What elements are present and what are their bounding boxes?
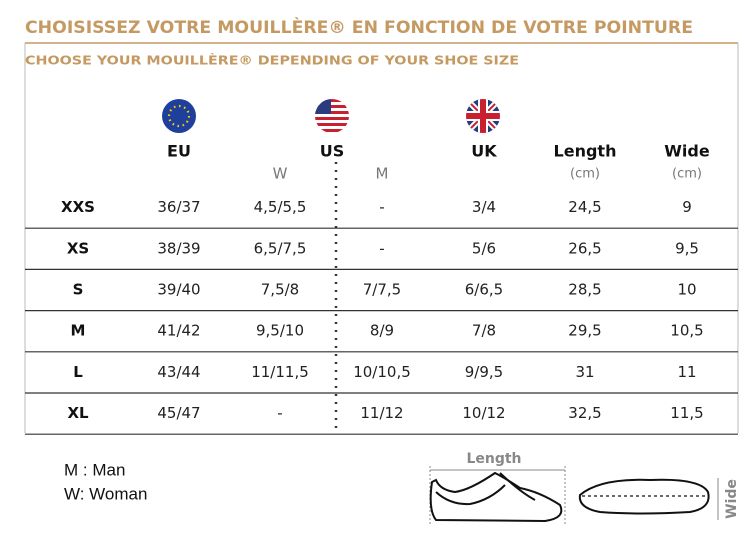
col-wide: Wide <box>664 142 710 161</box>
table-cell: 39/40 <box>157 281 200 299</box>
table-cell: 10/12 <box>462 404 505 422</box>
legend-woman: W: Woman <box>64 484 147 503</box>
table-cell: 38/39 <box>157 239 200 257</box>
table-cell: 9/9,5 <box>465 363 503 381</box>
col-wide-unit: (cm) <box>672 167 702 182</box>
table-cell: 11/12 <box>360 404 403 422</box>
table-cell: 7/7,5 <box>363 281 401 299</box>
col-eu: EU <box>167 142 191 161</box>
table-cell: 3/4 <box>472 198 496 216</box>
table-cell: 36/37 <box>157 198 200 216</box>
size-label: L <box>73 363 83 381</box>
size-label: XS <box>67 239 89 257</box>
col-us: US <box>320 142 345 161</box>
size-label: M <box>71 322 86 340</box>
table-cell: 11,5 <box>670 404 703 422</box>
col-w: W <box>273 165 288 183</box>
size-label: S <box>73 281 84 299</box>
table-cell: 43/44 <box>157 363 200 381</box>
col-m: M <box>376 165 389 183</box>
table-cell: 9,5/10 <box>256 322 304 340</box>
col-uk: UK <box>471 142 497 161</box>
table-cell: 10/10,5 <box>353 363 411 381</box>
table-cell: 10,5 <box>670 322 703 340</box>
table-cell: 28,5 <box>568 281 601 299</box>
table-rows: XXS 36/37 4,5/5,5 - 3/4 24,5 9 XS 38/39 6,5/7,5 - 5… <box>25 198 738 435</box>
table-cell: 7,5/8 <box>261 281 299 299</box>
subtitle: CHOOSE YOUR MOUILLÈRE® DEPENDING OF YOUR… <box>25 53 519 68</box>
legend-man: M : Man <box>64 460 125 479</box>
table-cell: 31 <box>575 363 594 381</box>
uk-flag <box>466 99 500 133</box>
table-cell: 45/47 <box>157 404 200 422</box>
eu-flag <box>162 99 196 133</box>
table-cell: 41/42 <box>157 322 200 340</box>
table-cell: 4,5/5,5 <box>254 198 307 216</box>
table-cell: 8/9 <box>370 322 394 340</box>
table-cell: 6,5/7,5 <box>254 239 307 257</box>
size-label: XXS <box>61 198 95 216</box>
table-cell: 26,5 <box>568 239 601 257</box>
table-cell: 11 <box>677 363 696 381</box>
col-length-unit: (cm) <box>570 167 600 182</box>
table-cell: 6/6,5 <box>465 281 503 299</box>
table-cell: 32,5 <box>568 404 601 422</box>
table-cell: 9,5 <box>675 239 699 257</box>
table-cell: 11/11,5 <box>251 363 309 381</box>
diagram-wide: Wide <box>724 479 740 519</box>
size-label: XL <box>67 404 89 422</box>
table-cell: 29,5 <box>568 322 601 340</box>
table-cell: 24,5 <box>568 198 601 216</box>
table-cell: 10 <box>677 281 696 299</box>
table-cell: - <box>379 198 384 216</box>
col-length: Length <box>554 142 617 161</box>
table-cell: 9 <box>682 198 692 216</box>
diagram-length: Length <box>466 451 521 467</box>
title: CHOISISSEZ VOTRE MOUILLÈRE® EN FONCTION … <box>25 16 693 38</box>
shoe-diagram <box>429 466 719 525</box>
table-cell: 5/6 <box>472 239 496 257</box>
table-cell: - <box>379 239 384 257</box>
table-cell: - <box>277 404 282 422</box>
table-cell: 7/8 <box>472 322 496 340</box>
us-flag <box>315 99 349 133</box>
